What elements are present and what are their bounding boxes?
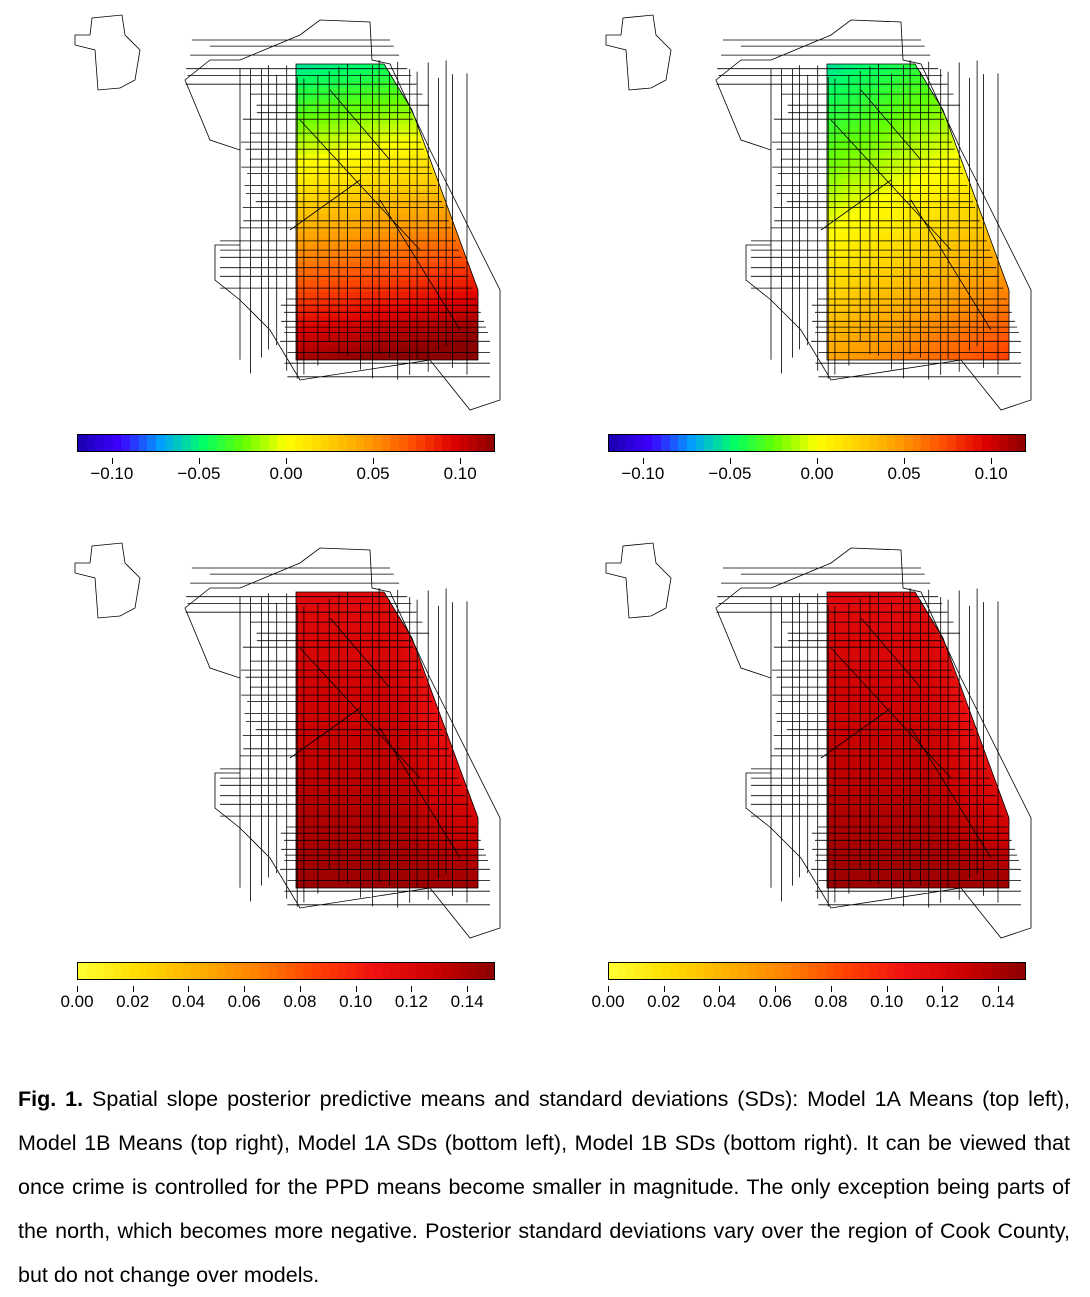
- tick-label: −0.10: [90, 464, 133, 484]
- colorbar-ticks: −0.10 −0.05 0.00 0.05 0.10: [608, 464, 1026, 494]
- tick-label: 0.12: [926, 992, 959, 1012]
- tick-label: 0.14: [451, 992, 484, 1012]
- colorbar: [77, 434, 495, 452]
- tick-label: −0.05: [177, 464, 220, 484]
- tick-label: 0.08: [814, 992, 847, 1012]
- tick-label: 0.04: [172, 992, 205, 1012]
- figure-caption: Fig. 1. Spatial slope posterior predicti…: [18, 1077, 1070, 1297]
- colorbar: [608, 434, 1026, 452]
- tick-label: 0.12: [395, 992, 428, 1012]
- tick-label: 0.14: [982, 992, 1015, 1012]
- tick-label: 0.02: [116, 992, 149, 1012]
- panel-model-1a-sds: 0.00 0.02 0.04 0.06 0.08 0.10 0.12 0.14: [0, 528, 545, 1056]
- tick-label: 0.10: [870, 992, 903, 1012]
- tick-label: 0.08: [283, 992, 316, 1012]
- tick-label: 0.00: [60, 992, 93, 1012]
- panel-model-1a-means: −0.10 −0.05 0.00 0.05 0.10: [0, 0, 545, 528]
- tick-label: 0.04: [703, 992, 736, 1012]
- tick-label: 0.06: [759, 992, 792, 1012]
- tick-label: 0.05: [888, 464, 921, 484]
- caption-label: Fig. 1.: [18, 1087, 83, 1111]
- tick-label: 0.05: [357, 464, 390, 484]
- tick-label: 0.00: [269, 464, 302, 484]
- caption-text: Spatial slope posterior predictive means…: [18, 1087, 1070, 1287]
- tick-label: −0.05: [708, 464, 751, 484]
- tick-label: 0.02: [647, 992, 680, 1012]
- tick-label: 0.00: [591, 992, 624, 1012]
- tick-label: 0.10: [975, 464, 1008, 484]
- colorbar-ticks: −0.10 −0.05 0.00 0.05 0.10: [77, 464, 495, 494]
- tick-label: 0.06: [228, 992, 261, 1012]
- tick-label: 0.00: [800, 464, 833, 484]
- tick-label: −0.10: [621, 464, 664, 484]
- colorbar: [77, 962, 495, 980]
- tick-label: 0.10: [339, 992, 372, 1012]
- tick-label: 0.10: [444, 464, 477, 484]
- panel-model-1b-sds: 0.00 0.02 0.04 0.06 0.08 0.10 0.12 0.14: [531, 528, 1076, 1056]
- panel-model-1b-means: −0.10 −0.05 0.00 0.05 0.10: [531, 0, 1076, 528]
- colorbar: [608, 962, 1026, 980]
